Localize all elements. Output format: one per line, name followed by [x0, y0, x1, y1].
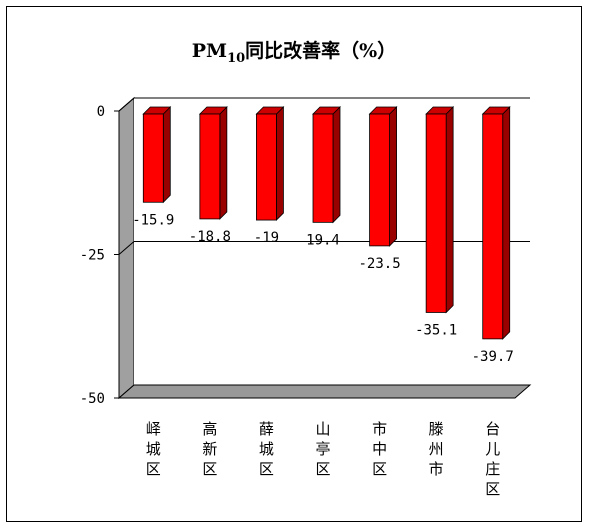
chart-title: PM10同比改善率（%） [192, 39, 396, 66]
gridline-diagonal [118, 97, 135, 112]
category-label: 滕州市 [429, 420, 444, 478]
bar [369, 113, 390, 247]
data-label: -19 [254, 230, 279, 246]
data-label: -35.1 [415, 322, 457, 338]
chart-title-subscript: 10 [227, 51, 245, 66]
gridline-diagonal [118, 241, 135, 255]
y-tick-label: 0 [97, 104, 105, 120]
category-label: 市中区 [372, 420, 387, 478]
data-label: -15.9 [132, 212, 174, 228]
plot-area: 0 -25 -50 -15.9 峄城区 -18.8 高新区 -19 薛城区 19.4 山亭区 -23.… [80, 96, 532, 498]
y-tick-label: -25 [80, 248, 105, 264]
data-label: -18.8 [189, 229, 231, 245]
category-label: 台儿庄区 [485, 420, 500, 498]
category-label: 山亭区 [315, 420, 330, 478]
bar [482, 113, 504, 340]
chart-title-main: PM [192, 40, 227, 62]
bar-chart: PM10同比改善率（%） 0 -25 -50 -15.9 峄城区 -18.8 高新区 -19 薛… [80, 39, 532, 498]
bar [199, 113, 221, 220]
bar [312, 113, 334, 223]
chart-frame: PM10同比改善率（%） 0 -25 -50 -15.9 峄城区 -18.8 高新区 -19 薛… [6, 6, 582, 522]
bar-side [276, 106, 284, 222]
bar [142, 113, 164, 203]
bar-side [332, 106, 341, 224]
data-label: 19.4 [306, 232, 340, 248]
bar-side [219, 106, 228, 220]
y-tick-label: -50 [80, 391, 105, 407]
category-label: 高新区 [202, 420, 217, 478]
category-label: 薛城区 [259, 420, 274, 478]
bar-side [389, 106, 397, 247]
bar-side [502, 106, 511, 340]
category-label: 峄城区 [146, 420, 161, 478]
bar-side [445, 106, 454, 314]
data-label: -39.7 [472, 349, 514, 365]
data-label: -23.5 [358, 256, 400, 272]
bar-side [162, 106, 171, 204]
bar [425, 113, 447, 313]
chart-title-rest: 同比改善率（%） [245, 39, 396, 62]
floor [117, 384, 532, 399]
bar [256, 113, 277, 221]
